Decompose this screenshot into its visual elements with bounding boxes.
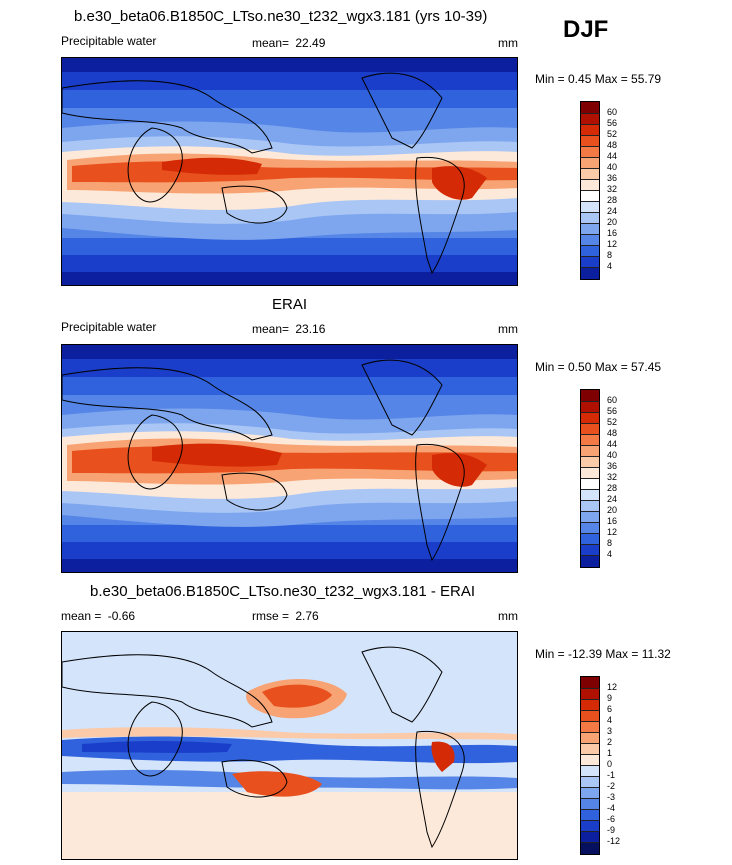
- colorbar-tick: 12: [607, 682, 618, 692]
- colorbar-tick: 24: [607, 494, 618, 504]
- panel3-units: mm: [498, 609, 518, 623]
- panel3-rmse-value: 2.76: [295, 609, 319, 623]
- colorbar-tick: 0: [607, 759, 613, 769]
- colorbar-tick: 48: [607, 428, 618, 438]
- colorbar-tick: 52: [607, 417, 618, 427]
- colorbar-tick: 28: [607, 195, 618, 205]
- panel1-colorbar: [580, 101, 600, 280]
- colorbar-tick: 40: [607, 450, 618, 460]
- colorbar-tick: -6: [607, 814, 616, 824]
- colorbar-tick: 60: [607, 395, 618, 405]
- panel3-map: [61, 631, 518, 860]
- colorbar-tick: 16: [607, 516, 618, 526]
- colorbar-tick: 1: [607, 748, 613, 758]
- panel3-rmse: rmse = 2.76: [252, 609, 319, 623]
- colorbar-tick: -1: [607, 770, 616, 780]
- panel3-mean: mean = -0.66: [61, 609, 135, 623]
- panel3-mean-label: mean =: [61, 609, 102, 623]
- colorbar-tick: 20: [607, 217, 618, 227]
- colorbar-tick: 2: [607, 737, 613, 747]
- panel2-mean-label: mean=: [252, 322, 290, 336]
- season-label: DJF: [563, 16, 609, 43]
- colorbar-tick: 44: [607, 151, 618, 161]
- colorbar-tick: 52: [607, 129, 618, 139]
- panel1-mean-value: 22.49: [295, 36, 326, 50]
- panel3-mean-value: -0.66: [107, 609, 136, 623]
- colorbar-tick: 8: [607, 538, 613, 548]
- colorbar-tick: 8: [607, 250, 613, 260]
- colorbar-tick: 28: [607, 483, 618, 493]
- colorbar-tick: -2: [607, 781, 616, 791]
- panel1-title: b.e30_beta06.B1850C_LTso.ne30_t232_wgx3.…: [74, 8, 488, 25]
- colorbar-tick: 4: [607, 715, 613, 725]
- panel2-title: ERAI: [272, 296, 308, 313]
- colorbar-tick: 56: [607, 406, 618, 416]
- colorbar-tick: 9: [607, 693, 613, 703]
- panel1-mean-label: mean=: [252, 36, 290, 50]
- colorbar-tick: 32: [607, 184, 618, 194]
- panel2-mean: mean= 23.16: [252, 322, 325, 336]
- colorbar-tick: 60: [607, 107, 618, 117]
- colorbar-tick: 12: [607, 239, 618, 249]
- colorbar-tick: -9: [607, 825, 616, 835]
- colorbar-tick: -4: [607, 803, 616, 813]
- colorbar-tick: 40: [607, 162, 618, 172]
- colorbar-tick: 44: [607, 439, 618, 449]
- panel2-range: Min = 0.50 Max = 57.45: [535, 360, 662, 374]
- panel2-units: mm: [498, 322, 518, 336]
- colorbar-tick: 36: [607, 173, 618, 183]
- colorbar-tick: 20: [607, 505, 618, 515]
- colorbar-tick: -3: [607, 792, 616, 802]
- panel1-map: [61, 57, 518, 286]
- colorbar-tick: 16: [607, 228, 618, 238]
- colorbar-tick: 6: [607, 704, 613, 714]
- panel3-range: Min = -12.39 Max = 11.32: [535, 647, 671, 661]
- colorbar-tick: 36: [607, 461, 618, 471]
- colorbar-tick: -12: [607, 836, 621, 846]
- panel1-variable: Precipitable water: [61, 34, 157, 48]
- panel2-variable: Precipitable water: [61, 320, 157, 334]
- colorbar-tick: 56: [607, 118, 618, 128]
- panel1-range: Min = 0.45 Max = 55.79: [535, 72, 662, 86]
- colorbar-tick: 24: [607, 206, 618, 216]
- panel2-mean-value: 23.16: [295, 322, 326, 336]
- panel1-mean: mean= 22.49: [252, 36, 325, 50]
- colorbar-tick: 3: [607, 726, 613, 736]
- panel2-map: [61, 344, 518, 573]
- colorbar-tick: 4: [607, 549, 613, 559]
- panel3-title: b.e30_beta06.B1850C_LTso.ne30_t232_wgx3.…: [90, 583, 476, 600]
- colorbar-tick: 48: [607, 140, 618, 150]
- panel1-units: mm: [498, 36, 518, 50]
- panel3-colorbar: [580, 676, 600, 855]
- panel2-colorbar: [580, 389, 600, 568]
- colorbar-tick: 4: [607, 261, 613, 271]
- panel3-rmse-label: rmse =: [252, 609, 290, 623]
- colorbar-tick: 12: [607, 527, 618, 537]
- colorbar-tick: 32: [607, 472, 618, 482]
